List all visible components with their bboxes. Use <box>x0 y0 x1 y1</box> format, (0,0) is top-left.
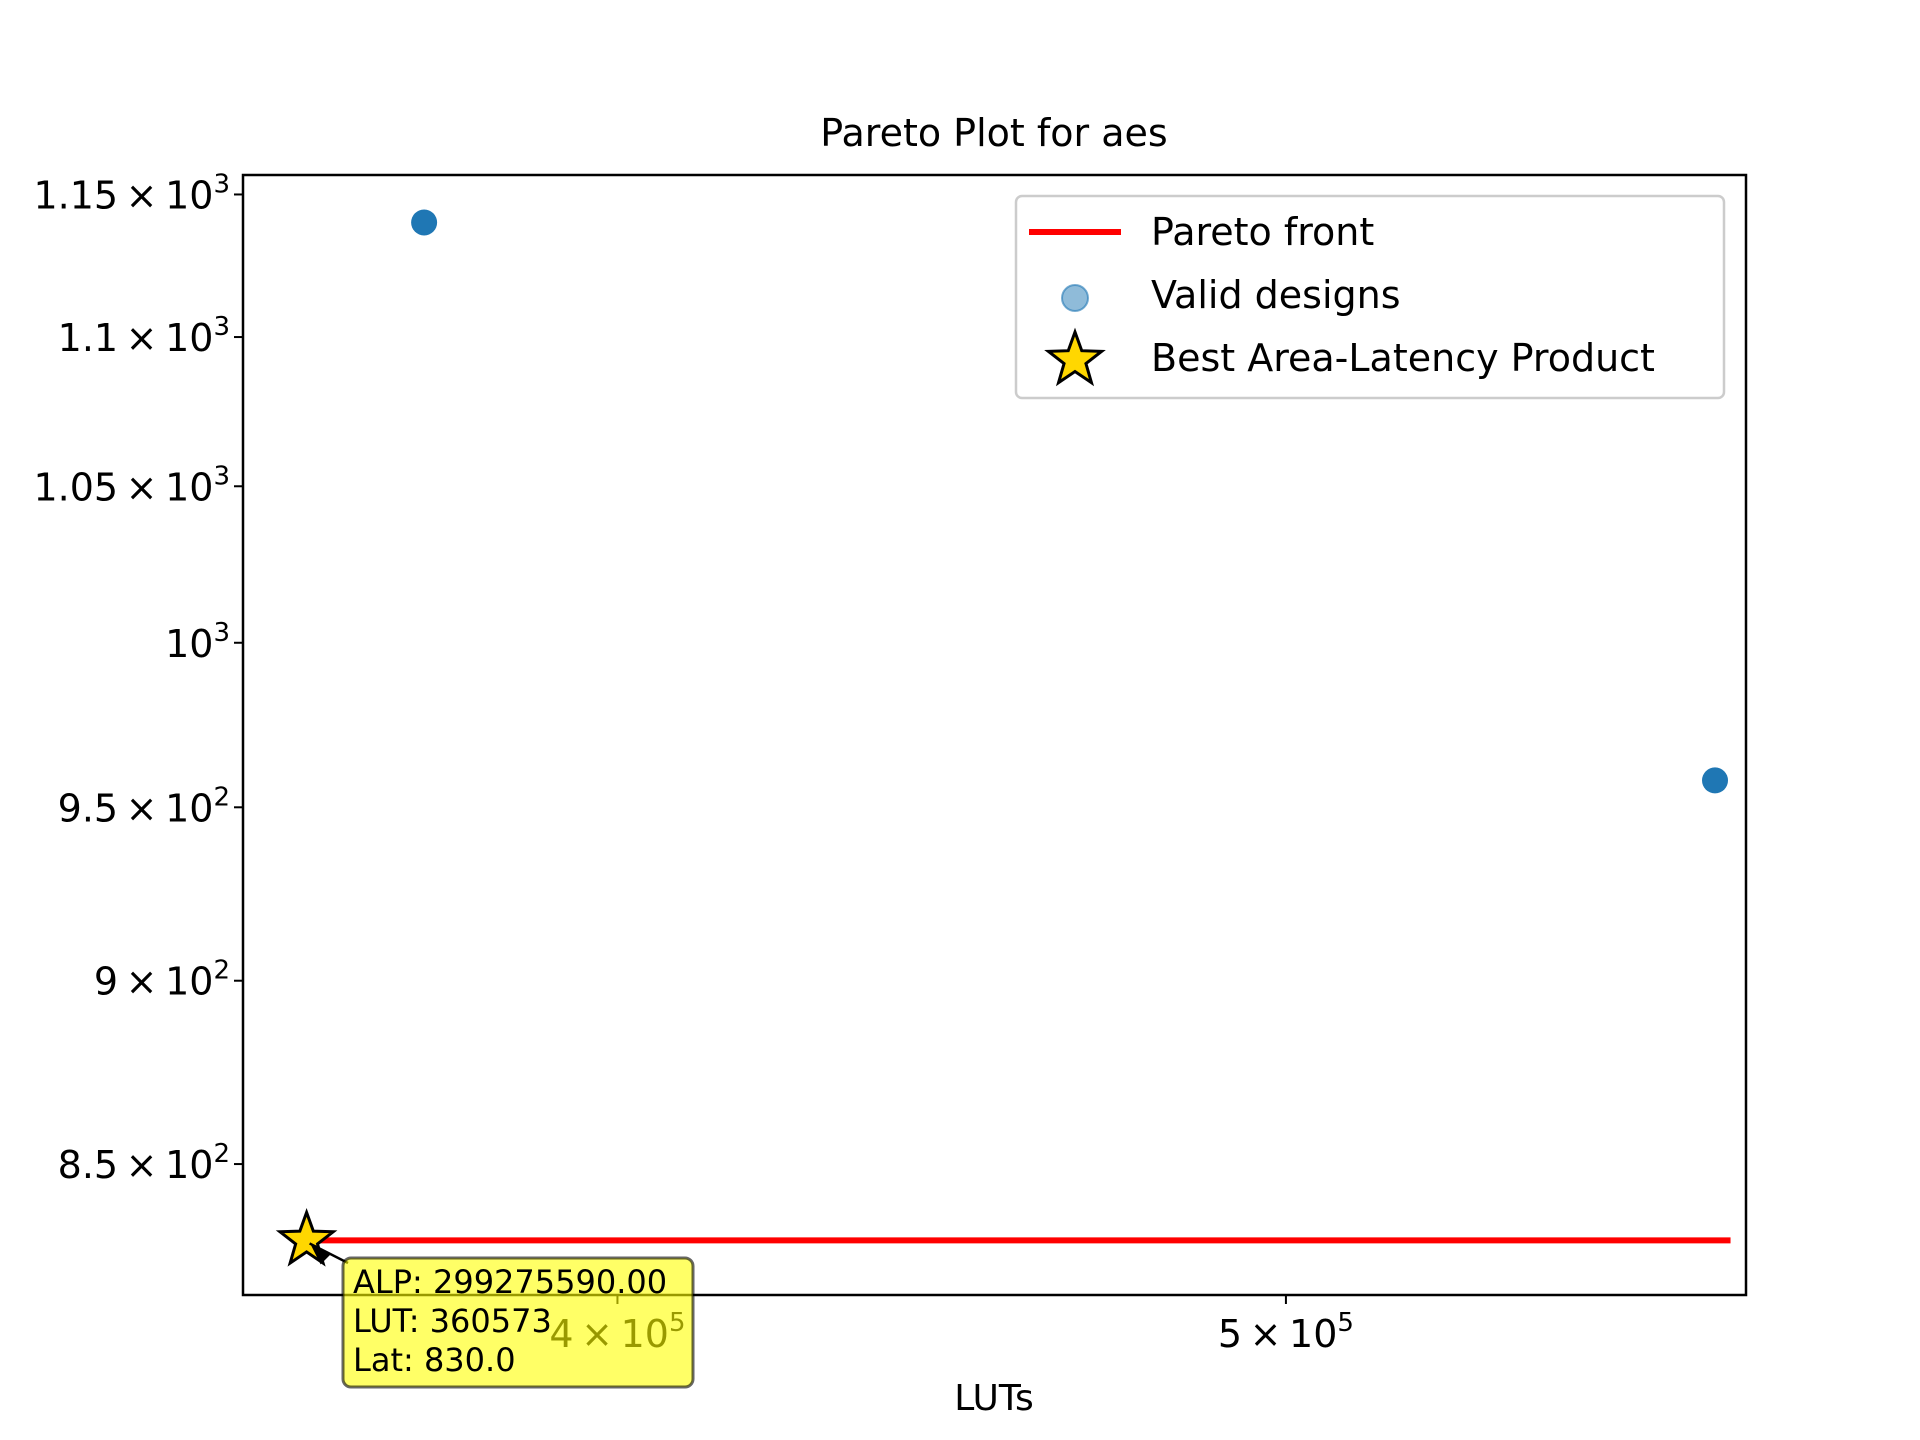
legend-star-swatch <box>1044 327 1106 387</box>
series-layer <box>275 209 1731 1267</box>
y-tick-label: 9 × 102 <box>94 956 230 1004</box>
y-tick-label: 1.05 × 103 <box>33 461 230 509</box>
x-tick-label: 5 × 105 <box>1218 1308 1354 1356</box>
annotation-arrow-line <box>309 1242 349 1265</box>
y-tick-label: 8.5 × 102 <box>58 1139 230 1187</box>
legend-dot-swatch <box>1061 284 1089 312</box>
legend-label-valid: Valid designs <box>1151 273 1401 317</box>
legend-box <box>1014 194 1726 400</box>
valid-design-point <box>1702 767 1729 794</box>
y-tick-label: 9.5 × 102 <box>58 782 230 830</box>
annotation-box <box>341 1256 695 1389</box>
valid-design-point <box>411 209 438 236</box>
legend: Pareto front Valid designs Best Area-Lat… <box>1014 194 1726 400</box>
x-axis-label: LUTs <box>954 1378 1033 1419</box>
annotation-arrow-head <box>310 1244 331 1265</box>
y-axis-ticks: 8.5 × 102 9 × 102 9.5 × 102 103 1.05 × 103 1.… <box>33 169 243 1187</box>
annotation-text-line: ALP: 299275590.00 <box>353 1263 667 1301</box>
chart-title: Pareto Plot for aes <box>820 111 1167 155</box>
y-tick-label: 103 <box>165 618 230 666</box>
plot-frame <box>241 173 1748 1297</box>
y-tick-label: 1.15 × 103 <box>33 169 230 217</box>
legend-label-best: Best Area-Latency Product <box>1151 336 1655 380</box>
best-alp-star-marker <box>275 1208 338 1267</box>
annotation-text-line: Lat: 830.0 <box>353 1341 516 1379</box>
y-tick-label: 1.1 × 103 <box>58 312 230 360</box>
annotation-text-line: LUT: 360573 <box>353 1302 552 1340</box>
legend-label-pareto: Pareto front <box>1151 210 1374 254</box>
